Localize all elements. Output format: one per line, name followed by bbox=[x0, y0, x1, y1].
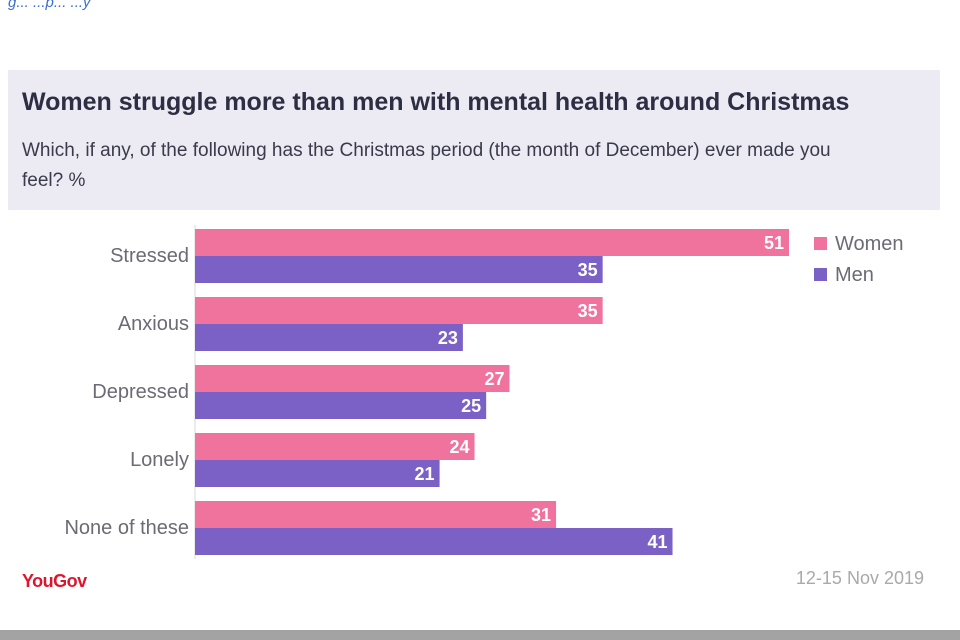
data-label: 41 bbox=[647, 532, 667, 552]
category-label: Lonely bbox=[130, 449, 189, 471]
legend-swatch-men bbox=[814, 268, 827, 281]
legend-label-women: Women bbox=[835, 233, 904, 255]
bar-women bbox=[195, 229, 789, 256]
data-label: 25 bbox=[461, 396, 481, 416]
category-label: None of these bbox=[64, 517, 189, 539]
data-label: 35 bbox=[578, 260, 598, 280]
yougov-logo: YouGov bbox=[22, 571, 87, 591]
data-label: 31 bbox=[531, 505, 551, 525]
chart-subtitle: Which, if any, of the following has the … bbox=[22, 140, 831, 191]
legend-swatch-women bbox=[814, 237, 827, 250]
category-label: Stressed bbox=[110, 245, 189, 267]
bar-women bbox=[195, 297, 603, 324]
data-label: 23 bbox=[438, 328, 458, 348]
chart-header-band bbox=[8, 70, 940, 210]
legend-label-men: Men bbox=[835, 264, 874, 286]
survey-date: 12-15 Nov 2019 bbox=[795, 568, 924, 588]
category-label: Anxious bbox=[118, 313, 189, 335]
bar-men bbox=[195, 460, 440, 487]
data-label: 27 bbox=[484, 369, 504, 389]
bar-women bbox=[195, 365, 510, 392]
data-label: 21 bbox=[415, 464, 435, 484]
chart-title: Women struggle more than men with mental… bbox=[22, 88, 850, 116]
bottom-scrollbar bbox=[0, 630, 960, 640]
bar-women bbox=[195, 501, 557, 528]
data-label: 24 bbox=[449, 437, 469, 457]
data-label: 51 bbox=[764, 233, 784, 253]
data-label: 35 bbox=[578, 301, 598, 321]
bar-men bbox=[195, 528, 673, 555]
bar-men bbox=[195, 392, 487, 419]
bar-women bbox=[195, 433, 475, 460]
category-label: Depressed bbox=[92, 381, 189, 403]
page-caption: g... ...p... ...y bbox=[8, 0, 91, 11]
bar-men bbox=[195, 256, 603, 283]
bar-men bbox=[195, 324, 463, 351]
